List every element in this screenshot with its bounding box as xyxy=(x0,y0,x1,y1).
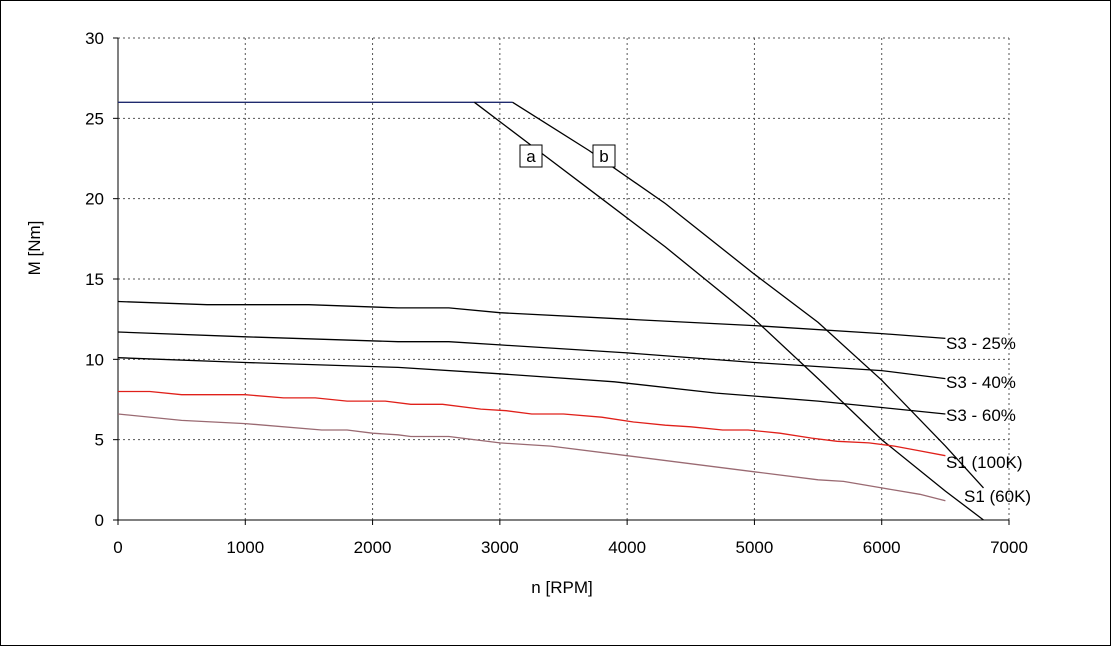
series-line-2 xyxy=(117,357,946,415)
series-label: S3 - 25% xyxy=(946,334,1016,353)
series-line-4 xyxy=(117,413,946,502)
y-tick-label: 25 xyxy=(85,109,104,128)
data-lines xyxy=(117,101,984,521)
y-tick-label: 0 xyxy=(95,511,104,530)
x-tick-label: 7000 xyxy=(990,538,1028,557)
x-tick-label: 3000 xyxy=(481,538,519,557)
x-tick-label: 4000 xyxy=(608,538,646,557)
series-line-0 xyxy=(117,300,946,340)
series-label: S3 - 40% xyxy=(946,373,1016,392)
x-tick-label: 6000 xyxy=(863,538,901,557)
x-tick-label: 5000 xyxy=(736,538,774,557)
axes: 0 1000 2000 3000 4000 5000 6000 7000 0 5 10 15 20 25 3… xyxy=(85,29,1028,557)
curve-label-box xyxy=(519,144,543,168)
y-tick-label: 15 xyxy=(85,270,104,289)
y-axis-title: M [Nm] xyxy=(25,221,44,276)
curve-label-box xyxy=(592,144,616,168)
y-tick-label: 30 xyxy=(85,29,104,48)
curve-label: a xyxy=(526,147,536,166)
x-tick-label: 1000 xyxy=(226,538,264,557)
series-label: S1 (60K) xyxy=(964,487,1031,506)
labels: S3 - 25% S3 - 40% S3 - 60% S1 (100K) S1 (60K… xyxy=(519,144,1031,506)
curve-label: b xyxy=(599,147,608,166)
series-line-1 xyxy=(117,331,946,380)
grid xyxy=(118,37,1010,520)
series-label: S1 (100K) xyxy=(946,453,1023,472)
x-tick-label: 2000 xyxy=(354,538,392,557)
y-tick-label: 10 xyxy=(85,350,104,369)
x-axis-title: n [RPM] xyxy=(531,578,592,597)
series-line-3 xyxy=(118,390,946,457)
y-tick-label: 5 xyxy=(95,431,104,450)
series-label: S3 - 60% xyxy=(946,406,1016,425)
y-tick-label: 20 xyxy=(85,190,104,209)
x-tick-label: 0 xyxy=(113,538,122,557)
limit-curve-a xyxy=(474,101,984,521)
